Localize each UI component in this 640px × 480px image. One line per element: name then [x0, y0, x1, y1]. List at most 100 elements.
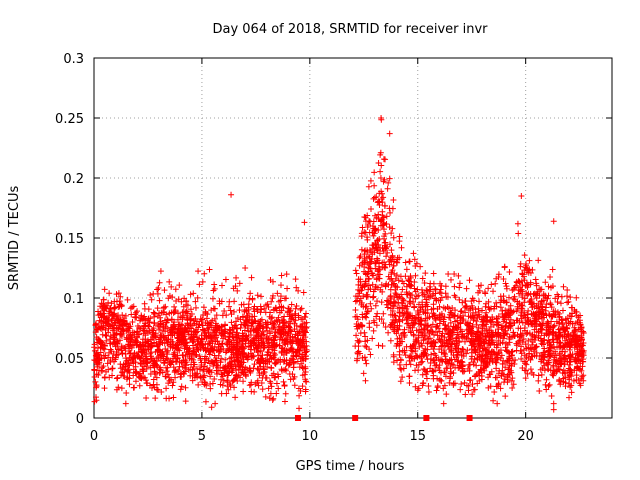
data-point — [258, 316, 265, 323]
data-point — [553, 366, 560, 373]
data-point — [226, 303, 233, 310]
data-point — [473, 318, 480, 325]
data-point — [433, 323, 440, 330]
data-point — [538, 356, 545, 363]
data-point — [272, 360, 279, 367]
data-point — [237, 324, 244, 331]
data-point — [403, 361, 410, 368]
data-point — [422, 270, 429, 277]
data-point — [182, 398, 189, 405]
data-point — [436, 346, 443, 353]
data-point — [511, 284, 518, 291]
data-point — [235, 351, 242, 358]
data-point — [171, 303, 178, 310]
data-point — [128, 311, 135, 318]
data-point — [371, 182, 378, 189]
data-point — [183, 349, 190, 356]
data-point — [247, 290, 254, 297]
data-point — [518, 193, 525, 199]
data-point — [109, 322, 116, 329]
data-point — [419, 289, 426, 296]
data-point — [463, 382, 470, 389]
data-point — [414, 387, 421, 394]
data-point — [194, 365, 201, 372]
data-point — [143, 394, 150, 401]
data-point — [279, 345, 286, 352]
data-point — [441, 321, 448, 328]
data-point — [482, 313, 489, 320]
data-point — [485, 337, 492, 344]
y-tick-label: 0 — [76, 412, 84, 427]
data-point — [242, 335, 249, 342]
data-point — [503, 285, 510, 292]
data-point — [564, 293, 571, 300]
data-point — [114, 374, 121, 381]
data-point — [296, 328, 303, 335]
data-point — [132, 378, 139, 385]
data-point — [481, 340, 488, 347]
data-point — [529, 331, 536, 338]
data-point — [143, 363, 150, 370]
data-point — [547, 324, 554, 331]
data-point — [469, 295, 476, 302]
data-point — [363, 303, 370, 310]
data-point — [524, 370, 531, 377]
data-point — [378, 115, 385, 121]
data-point — [189, 366, 196, 373]
data-point — [397, 378, 404, 385]
data-point — [439, 312, 446, 319]
data-point — [259, 386, 266, 393]
data-point — [458, 328, 465, 335]
data-point — [579, 336, 586, 343]
data-point — [388, 321, 395, 328]
data-point — [497, 347, 504, 354]
data-point — [245, 343, 252, 350]
data-point — [206, 351, 213, 358]
data-point — [410, 250, 417, 257]
data-point — [193, 333, 200, 340]
data-point — [161, 287, 168, 294]
data-point — [109, 365, 116, 372]
data-point — [503, 347, 510, 354]
data-point — [275, 314, 282, 321]
data-point — [353, 270, 360, 277]
data-point — [514, 220, 521, 227]
data-point — [107, 305, 114, 312]
data-point — [556, 313, 563, 320]
data-point — [211, 376, 218, 383]
data-point — [436, 328, 443, 335]
data-point — [468, 302, 475, 309]
data-point — [212, 320, 219, 327]
data-point — [443, 337, 450, 344]
data-point — [230, 326, 237, 333]
data-point — [369, 270, 376, 277]
data-point — [480, 358, 487, 365]
data-point — [233, 274, 240, 281]
data-point — [257, 325, 264, 332]
data-point — [419, 358, 426, 365]
data-point — [375, 227, 382, 234]
data-point — [423, 301, 430, 308]
data-point — [192, 298, 199, 305]
data-point — [203, 315, 210, 322]
data-point — [155, 285, 162, 292]
data-point — [92, 378, 99, 385]
data-point — [228, 311, 235, 318]
data-point — [127, 342, 134, 349]
data-point — [404, 291, 411, 298]
data-point — [550, 406, 557, 413]
data-point — [527, 279, 534, 286]
data-point — [130, 384, 137, 391]
data-point — [446, 336, 453, 343]
data-point — [286, 318, 293, 325]
data-point — [554, 299, 561, 306]
data-point — [210, 305, 217, 312]
data-point — [452, 344, 459, 351]
data-point — [220, 377, 227, 384]
data-point — [273, 380, 280, 387]
data-point — [498, 324, 505, 331]
data-point — [578, 367, 585, 374]
data-point — [436, 336, 443, 343]
data-point — [164, 371, 171, 378]
data-point — [148, 336, 155, 343]
